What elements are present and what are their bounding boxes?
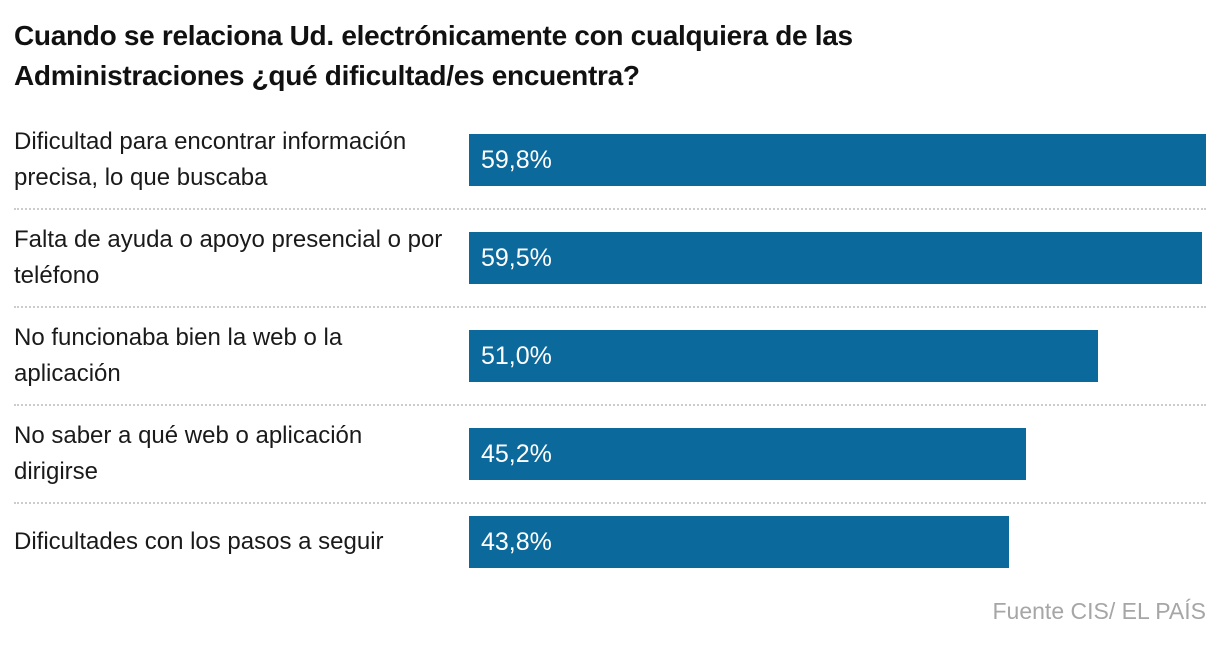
bar-area: 45,2% — [469, 428, 1206, 480]
chart-row: No saber a qué web o aplicación dirigirs… — [14, 404, 1206, 502]
bar: 51,0% — [469, 330, 1098, 382]
bar-area: 59,5% — [469, 232, 1206, 284]
chart-rows: Dificultad para encontrar información pr… — [14, 112, 1206, 580]
bar-value: 51,0% — [481, 341, 552, 370]
chart-row: Dificultades con los pasos a seguir 43,8… — [14, 502, 1206, 580]
chart-container: Cuando se relaciona Ud. electrónicamente… — [14, 20, 1207, 624]
source-attribution: Fuente CIS/ EL PAÍS — [992, 598, 1207, 624]
bar: 59,5% — [469, 232, 1203, 284]
chart-row: Dificultad para encontrar información pr… — [14, 112, 1206, 208]
bar-value: 43,8% — [481, 527, 552, 556]
row-label: No saber a qué web o aplicación dirigirs… — [14, 422, 363, 485]
bar: 43,8% — [469, 516, 1009, 568]
bar-value: 59,5% — [481, 243, 552, 272]
bar-area: 59,8% — [469, 134, 1206, 186]
bar: 59,8% — [469, 134, 1206, 186]
row-label: No funcionaba bien la web o la aplicació… — [14, 324, 343, 387]
bar: 45,2% — [469, 428, 1027, 480]
chart-title: Cuando se relaciona Ud. electrónicamente… — [14, 20, 853, 91]
chart-row: No funcionaba bien la web o la aplicació… — [14, 306, 1206, 404]
row-label: Dificultades con los pasos a seguir — [14, 528, 384, 555]
row-label: Falta de ayuda o apoyo presencial o por … — [14, 226, 443, 289]
bar-value: 45,2% — [481, 439, 552, 468]
bar-value: 59,8% — [481, 145, 552, 174]
bar-area: 51,0% — [469, 330, 1206, 382]
chart-row: Falta de ayuda o apoyo presencial o por … — [14, 208, 1206, 306]
row-label: Dificultad para encontrar información pr… — [14, 128, 407, 191]
bar-area: 43,8% — [469, 516, 1206, 568]
